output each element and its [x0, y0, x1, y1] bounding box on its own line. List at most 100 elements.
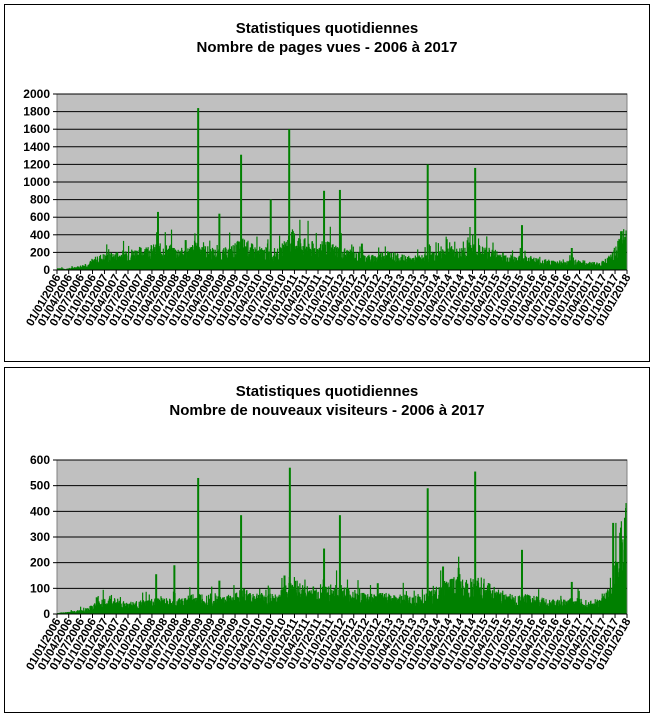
data-bar [93, 604, 95, 614]
data-bar [246, 242, 248, 270]
data-bar [413, 590, 415, 614]
data-bar [94, 259, 96, 270]
data-bar [533, 595, 535, 614]
chart-panel-nouveaux-visiteurs: Statistiques quotidiennes Nombre de nouv… [4, 367, 650, 713]
data-bar [355, 593, 357, 614]
y-tick-label: 500 [30, 479, 50, 493]
data-bar [467, 237, 469, 270]
peak-bar [240, 515, 243, 614]
y-tick-label: 200 [30, 245, 50, 259]
data-bar [108, 249, 110, 270]
data-bar [122, 250, 124, 270]
y-tick-label: 1200 [23, 157, 50, 171]
data-bar [437, 243, 439, 270]
data-bar [126, 253, 128, 270]
peak-bar [323, 548, 326, 614]
data-bar [369, 585, 372, 614]
y-tick-label: 600 [30, 210, 50, 224]
y-tick-label: 1400 [23, 140, 50, 154]
y-tick-label: 0 [43, 607, 50, 621]
data-bar [399, 594, 401, 614]
data-bar [518, 595, 521, 614]
data-bar [80, 606, 82, 614]
data-bar [519, 247, 521, 270]
data-bar [170, 229, 173, 270]
y-tick-label: 1600 [23, 122, 50, 136]
peak-bar [442, 566, 445, 614]
y-tick-label: 0 [43, 263, 50, 277]
peak-bar [426, 164, 429, 270]
peak-bar [323, 190, 326, 270]
data-bar [462, 241, 464, 270]
data-bar [423, 594, 425, 614]
data-bar [114, 599, 116, 614]
data-bar [450, 578, 452, 614]
peak-bar [570, 248, 573, 270]
data-bar [164, 232, 166, 270]
y-tick-label: 400 [30, 228, 50, 242]
peak-bar [457, 567, 460, 614]
peak-bar [338, 189, 341, 270]
data-bar [91, 606, 93, 614]
data-bar [90, 605, 92, 614]
peak-bar [288, 129, 291, 270]
data-bar [552, 599, 555, 614]
peak-bar [474, 471, 477, 614]
chart-panel-pages-vues: Statistiques quotidiennes Nombre de page… [4, 4, 650, 362]
data-bar [291, 232, 293, 270]
data-bar [181, 598, 183, 614]
data-bar [473, 244, 475, 270]
data-bar [479, 246, 481, 270]
data-bar [429, 245, 431, 270]
data-bar [101, 599, 103, 614]
data-bar [257, 594, 260, 614]
data-bar [307, 220, 309, 270]
data-bar [209, 249, 212, 270]
data-bar [401, 254, 404, 270]
data-bar [455, 579, 457, 614]
peak-bar [360, 243, 363, 270]
data-bar [435, 586, 438, 614]
data-bar [74, 610, 76, 614]
data-bar [60, 612, 63, 614]
data-bar [170, 244, 172, 270]
y-tick-label: 400 [30, 504, 50, 518]
data-bar [106, 254, 109, 270]
peak-bar [338, 515, 341, 614]
data-bar [590, 262, 592, 270]
peak-bar [570, 581, 573, 614]
data-bar [83, 607, 85, 614]
data-bar [214, 593, 216, 614]
data-bar [353, 252, 355, 270]
data-bar [413, 257, 415, 270]
data-bar [529, 257, 531, 270]
data-bar [104, 599, 106, 614]
data-bar [615, 246, 617, 270]
data-bar [378, 247, 380, 270]
y-tick-label: 1800 [23, 105, 50, 119]
data-bar [548, 260, 551, 270]
peak-bar [474, 167, 477, 270]
y-tick-label: 1000 [23, 175, 50, 189]
data-bar [357, 580, 359, 614]
data-bar [74, 267, 76, 270]
data-bar [402, 582, 404, 614]
data-bar [625, 230, 627, 270]
data-bar [195, 242, 197, 270]
chart-nouveaux-visiteurs: 010020030040050060001/01/200601/04/20060… [24, 453, 633, 672]
data-bar [431, 590, 433, 614]
data-bar [209, 593, 212, 614]
data-bar [337, 247, 339, 270]
data-bar [243, 588, 246, 614]
peak-bar [520, 549, 523, 614]
data-bar [61, 267, 63, 270]
data-bar [340, 233, 342, 270]
data-bar [281, 243, 283, 270]
y-tick-label: 300 [30, 530, 50, 544]
data-bar [440, 570, 442, 614]
data-bar [407, 257, 409, 270]
data-bar [232, 245, 234, 270]
data-bar [61, 612, 63, 614]
peak-bar [620, 231, 623, 270]
data-bar [411, 597, 413, 614]
